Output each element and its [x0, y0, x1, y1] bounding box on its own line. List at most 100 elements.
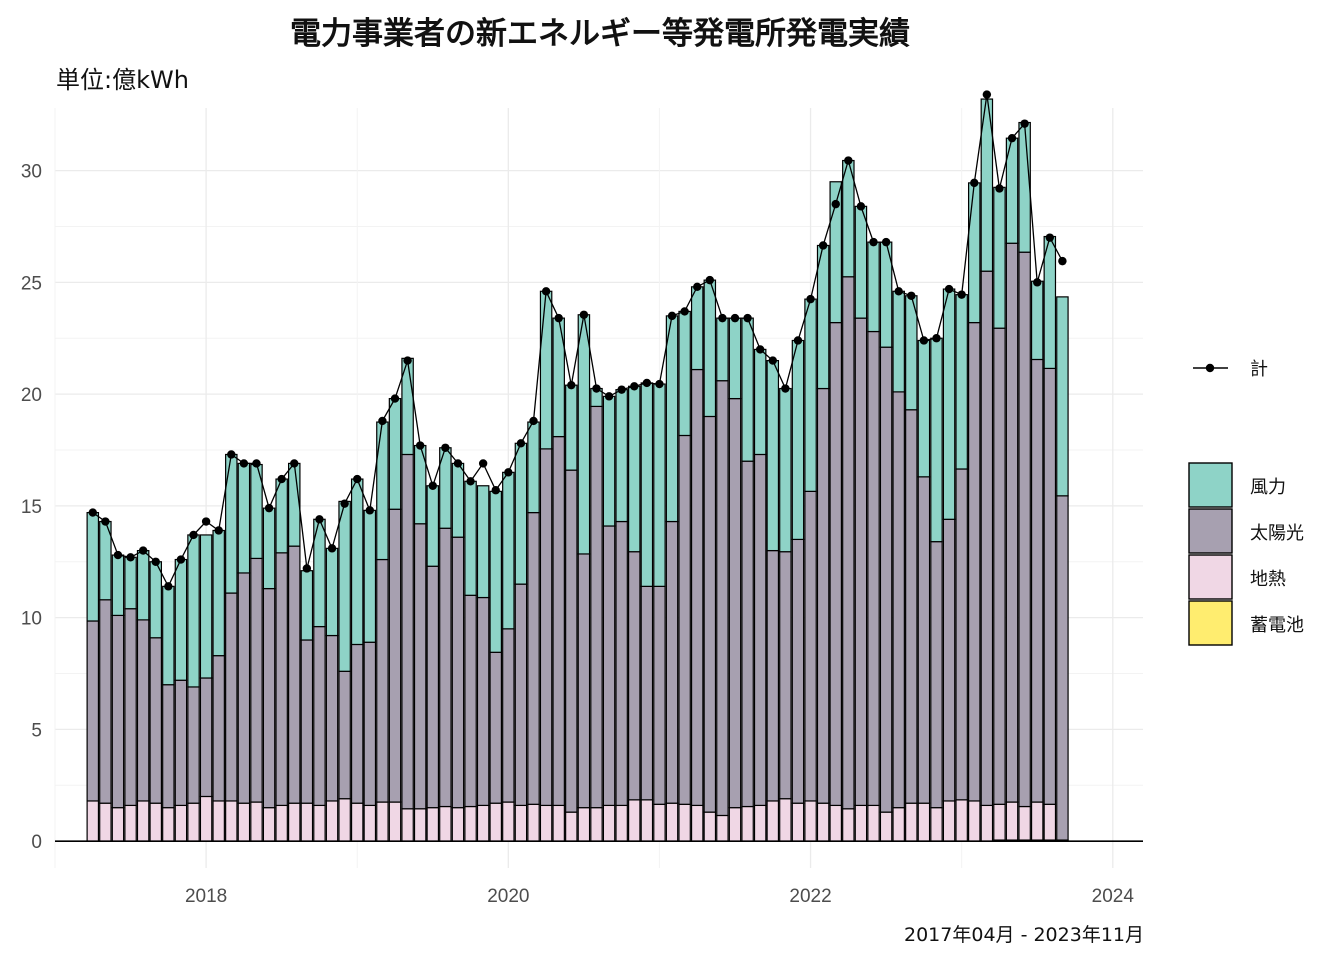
bar-segment: [590, 807, 603, 842]
total-point: [604, 392, 614, 401]
bar-segment: [426, 807, 440, 842]
legend-point-sample: [1205, 363, 1215, 373]
bar-segment: [930, 541, 943, 809]
total-point: [176, 555, 186, 564]
bar-segment: [376, 801, 389, 842]
bar-segment: [930, 337, 943, 543]
axes: 0 5 10 15 20 25 30 2018 2020 2022 2024: [21, 162, 1143, 907]
y-tick-label: 0: [31, 832, 42, 853]
total-point: [844, 156, 853, 165]
bar-segment: [565, 469, 578, 813]
total-point: [491, 486, 500, 495]
bar-segment: [489, 490, 503, 653]
bar-segment: [665, 520, 679, 804]
bar-segment: [502, 801, 515, 842]
bar-segment: [388, 397, 402, 510]
bar-segment: [287, 462, 301, 547]
total-point: [126, 553, 135, 562]
total-point: [881, 237, 891, 247]
bar-segment: [350, 478, 364, 646]
total-point: [932, 334, 941, 343]
bar-segment: [690, 804, 704, 842]
bar-segment: [842, 159, 855, 278]
total-point: [365, 506, 375, 515]
x-tick-label: 2024: [1092, 886, 1135, 907]
bar-segment: [552, 435, 565, 807]
bar-segment: [627, 551, 641, 801]
bar-segment: [212, 529, 225, 657]
legend-label: 地熱: [1250, 569, 1286, 590]
bar-segment: [703, 279, 717, 418]
bar-segment: [791, 802, 805, 842]
bar-segment: [464, 805, 477, 842]
bar-segment: [514, 583, 528, 807]
bar-segment: [99, 802, 112, 842]
legend-label-total: 計: [1250, 359, 1268, 380]
bar-segment: [275, 552, 288, 807]
bar-segment: [325, 634, 339, 802]
bar-segment: [439, 527, 452, 808]
bar-segment: [627, 799, 641, 842]
total-point: [579, 310, 589, 319]
total-point: [806, 294, 815, 304]
bar-segment: [187, 686, 200, 804]
bar-segment: [124, 556, 137, 610]
total-point: [680, 307, 689, 316]
total-line: [88, 90, 1067, 591]
bar-segment: [716, 380, 729, 817]
bar-segment: [237, 572, 251, 804]
bar-segment: [300, 802, 314, 842]
bar-segment: [816, 387, 830, 804]
bar-segment: [237, 802, 251, 842]
total-point: [693, 282, 702, 292]
total-point: [453, 459, 463, 468]
total-point: [239, 459, 249, 468]
bar-segment: [325, 547, 339, 637]
bar-segment: [816, 244, 830, 390]
bar-segment: [99, 599, 112, 804]
bar-segment: [955, 294, 968, 470]
total-point: [403, 356, 412, 365]
bar-segment: [413, 808, 427, 842]
bar-segment: [602, 395, 616, 527]
total-point: [944, 284, 954, 294]
total-point: [730, 313, 740, 323]
bar-segment: [577, 553, 591, 809]
total-point: [1045, 233, 1055, 242]
bar-segment: [287, 545, 301, 804]
bar-segment: [993, 186, 1006, 329]
bar-segment: [854, 804, 868, 842]
total-point: [554, 313, 563, 323]
bar-segment: [464, 480, 477, 596]
bar-segment: [124, 804, 137, 842]
bar-segment: [942, 800, 956, 842]
bar-segment: [728, 317, 742, 400]
bar-segment: [262, 507, 276, 590]
bar-segment: [854, 205, 868, 319]
total-point: [970, 178, 979, 188]
bar-segment: [401, 808, 414, 842]
y-tick-label: 5: [31, 720, 42, 741]
bar-segment: [678, 310, 691, 437]
total-point: [189, 530, 198, 540]
total-point: [781, 384, 790, 393]
bar-segment: [577, 314, 591, 555]
bar-segment: [590, 405, 603, 809]
total-point: [617, 385, 626, 394]
bar-segment: [376, 558, 389, 803]
bar-segment: [905, 295, 918, 411]
bar-segment: [565, 384, 578, 471]
bar-segment: [640, 382, 654, 587]
legend-swatch: [1188, 462, 1233, 508]
bar-segment: [514, 804, 528, 842]
total-point: [995, 184, 1004, 193]
total-point: [201, 517, 211, 526]
total-point: [831, 199, 840, 209]
bar-segment: [791, 538, 805, 804]
bar-segment: [149, 802, 163, 842]
bar-segment: [174, 804, 188, 842]
bar-segment: [993, 327, 1006, 805]
bar-segment: [615, 389, 628, 523]
total-point: [567, 380, 576, 390]
